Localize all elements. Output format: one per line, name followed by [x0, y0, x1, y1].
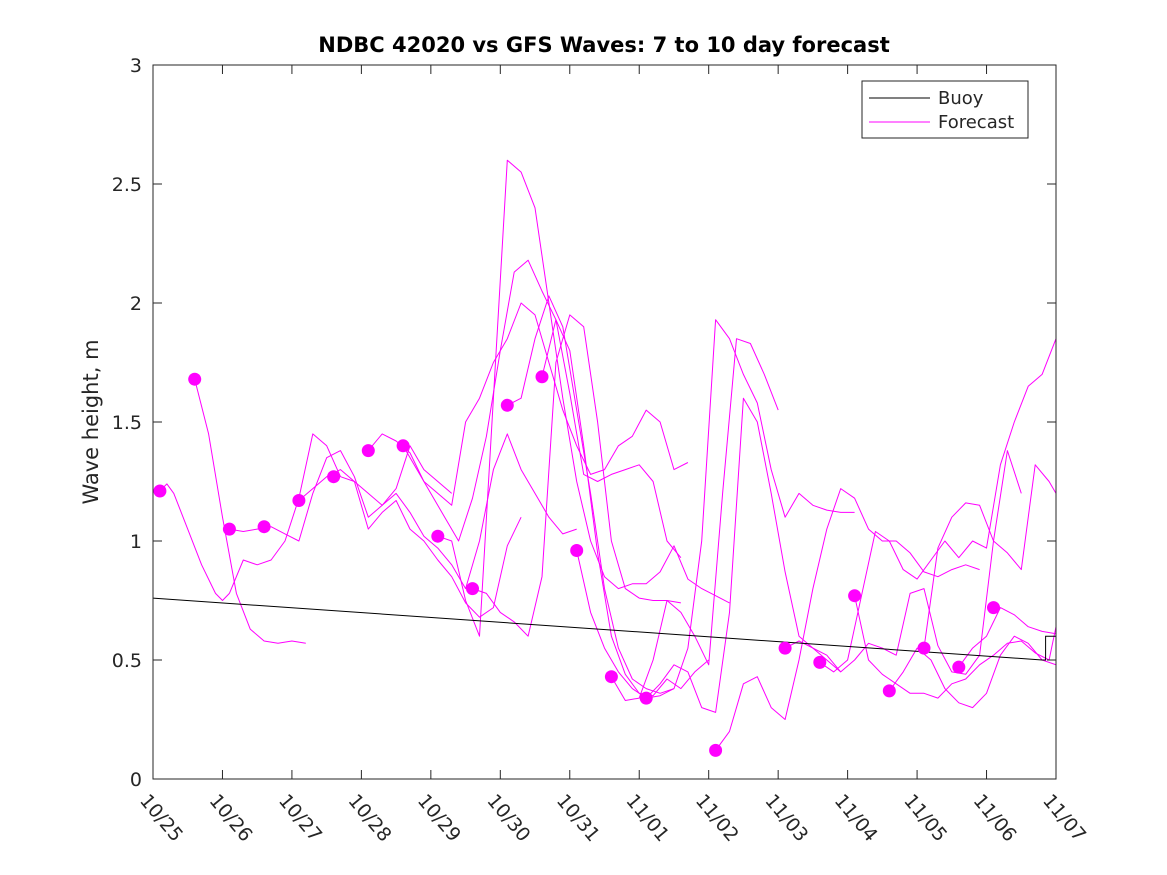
forecast-line-15: [715, 488, 980, 751]
forecast-marker: [604, 670, 618, 684]
forecast-marker: [917, 641, 931, 655]
forecast-marker: [639, 691, 653, 705]
forecast-marker: [709, 743, 723, 757]
forecast-line-10: [507, 295, 675, 694]
forecast-line-18: [854, 595, 1056, 699]
plot-area: [153, 159, 1056, 757]
chart-title: NDBC 42020 vs GFS Waves: 7 to 10 day for…: [318, 33, 889, 57]
legend-buoy-label: Buoy: [938, 88, 984, 109]
forecast-marker: [257, 520, 271, 534]
forecast-line-11: [541, 319, 710, 697]
forecast-line-1: [159, 483, 230, 601]
buoy-line: [153, 597, 1056, 661]
forecast-marker: [778, 641, 792, 655]
y-axis-label: Wave height, m: [79, 339, 103, 504]
forecast-marker: [327, 470, 341, 484]
forecast-marker: [813, 655, 827, 669]
forecast-line-8: [437, 159, 730, 637]
forecast-line-9: [472, 314, 681, 637]
forecast-marker: [153, 484, 167, 498]
forecast-line-20: [923, 464, 1056, 649]
legend: Buoy Forecast: [861, 80, 1029, 139]
forecast-marker: [466, 582, 479, 596]
forecast-marker: [500, 398, 514, 412]
forecast-marker: [535, 370, 549, 384]
y-tick-label: 0: [130, 769, 142, 791]
forecast-marker: [222, 522, 236, 536]
forecast-line-21: [958, 607, 1056, 668]
forecast-line-5: [298, 433, 577, 590]
forecast-line-7: [402, 259, 682, 559]
legend-forecast-label: Forecast: [938, 112, 1014, 133]
y-tick-label: 2: [130, 293, 142, 315]
forecast-marker: [396, 439, 410, 453]
forecast-marker: [848, 589, 862, 603]
forecast-marker: [987, 601, 1000, 615]
y-tick-label: 1.5: [112, 412, 142, 434]
forecast-marker: [188, 372, 202, 386]
y-tick-label: 0.5: [112, 650, 142, 672]
forecast-line-19: [888, 635, 1056, 709]
forecast-marker: [882, 684, 896, 698]
forecast-marker: [361, 444, 375, 458]
forecast-marker: [570, 544, 584, 557]
forecast-line-2: [194, 379, 306, 644]
legend-box: [861, 80, 1029, 139]
y-tick-label: 1: [130, 531, 142, 553]
forecast-line-16: [784, 450, 1022, 675]
y-tick-label: 2.5: [112, 174, 142, 196]
forecast-marker: [952, 660, 966, 674]
forecast-marker: [292, 494, 306, 507]
forecast-marker: [431, 529, 445, 543]
forecast-line-12: [576, 319, 855, 699]
forecast-line-4: [228, 433, 522, 618]
y-tick-label: 3: [130, 55, 142, 77]
